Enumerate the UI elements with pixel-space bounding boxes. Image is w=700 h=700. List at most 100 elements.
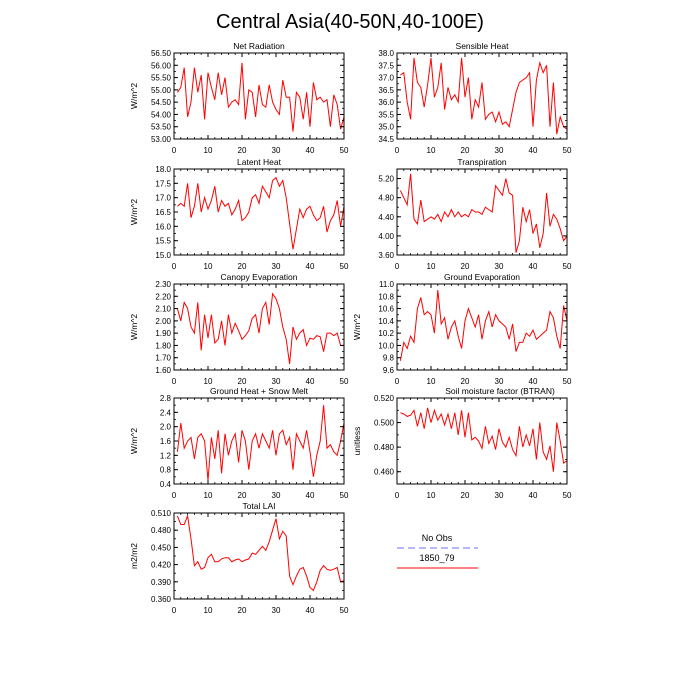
x-tick-label: 40 [306,491,315,500]
panel-title: Ground Evaporation [444,272,520,282]
x-tick-label: 20 [238,262,247,271]
y-tick-label: 0.4 [160,480,172,489]
x-tick-label: 30 [272,146,281,155]
y-tick-label: 17.5 [155,179,171,188]
panel-title: Net Radiation [233,41,285,51]
x-tick-label: 50 [340,377,349,386]
y-tick-label: 55.50 [151,74,172,83]
y-tick-label: 38.0 [378,49,394,58]
plot-frame [396,168,568,256]
x-tick-label: 20 [238,146,247,155]
y-tick-label: 10.4 [378,317,394,326]
panel-1: 0 10 20 30 40 50 34.5 35.0 35.5 36.0 36.5 37.0 37.5 3… [378,41,572,155]
x-tick-label: 50 [563,377,572,386]
y-axis-label: unitless [352,427,362,456]
panel-3: 0 10 20 30 40 50 3.60 4.00 4.40 4.80 5.20 Transpira… [378,157,572,271]
x-tick-label: 50 [340,606,349,615]
x-tick-label: 0 [172,262,177,271]
x-tick-label: 10 [204,146,213,155]
y-tick-label: 2.00 [155,317,171,326]
x-tick-label: 20 [238,377,247,386]
panel-title: Sensible Heat [456,41,510,51]
series-line [176,62,345,132]
panel-6: 0 10 20 30 40 50 0.4 0.8 1.2 1.6 2.0 2.4 2.8 Ground H… [129,386,349,500]
y-tick-label: 1.60 [155,366,171,375]
y-tick-label: 2.20 [155,292,171,301]
y-axis-label: W/m^2 [352,314,362,340]
x-tick-label: 0 [172,377,177,386]
y-tick-label: 10.0 [378,341,394,350]
legend-obs-label: No Obs [422,533,453,543]
series-line [400,57,568,135]
y-axis-label: W/m^2 [129,428,139,454]
x-tick-label: 0 [172,146,177,155]
x-tick-label: 40 [306,606,315,615]
x-tick-label: 40 [529,377,538,386]
y-tick-label: 9.6 [383,366,395,375]
panel-title: Total LAI [242,501,275,511]
panel-0: 0 10 20 30 40 50 53.00 53.50 54.00 54.50 55.00 55.5… [129,41,349,155]
y-tick-label: 54.00 [151,110,172,119]
panel-2: 0 10 20 30 40 50 15.0 15.5 16.0 16.5 17.0 17.5 18.0 L… [129,157,349,271]
y-tick-label: 1.2 [160,451,172,460]
panel-title: Ground Heat + Snow Melt [210,386,309,396]
x-tick-label: 10 [204,606,213,615]
y-tick-label: 17.0 [155,194,171,203]
y-tick-label: 9.8 [383,354,395,363]
y-tick-label: 4.40 [378,213,394,222]
panel-title: Transpiration [457,157,507,167]
y-tick-label: 11.0 [379,280,395,289]
panel-title: Soil moisture factor (BTRAN) [445,386,555,396]
y-tick-label: 0.360 [151,595,172,604]
y-tick-label: 16.5 [155,208,171,217]
x-tick-label: 0 [395,377,400,386]
plot-frame [173,52,345,140]
y-tick-label: 53.50 [151,123,172,132]
y-tick-label: 34.5 [378,135,394,144]
y-tick-label: 1.90 [155,329,171,338]
panel-8: 0 10 20 30 40 50 0.360 0.390 0.420 0.450 0.480 0.51… [129,501,349,615]
series-line [177,176,345,250]
y-tick-label: 4.00 [378,232,394,241]
panel-5: 0 10 20 30 40 50 9.6 9.8 10.0 10.2 10.4 10.6 10.8 11.… [352,272,572,386]
y-tick-label: 55.00 [151,86,172,95]
y-tick-label: 0.8 [160,466,172,475]
y-tick-label: 37.5 [378,61,394,70]
y-tick-label: 1.80 [155,341,171,350]
x-tick-label: 40 [306,377,315,386]
series-line [176,513,345,592]
x-tick-label: 20 [461,262,470,271]
y-tick-label: 16.0 [155,222,171,231]
series-line [176,405,345,481]
x-tick-label: 0 [395,146,400,155]
x-tick-label: 50 [563,262,572,271]
plot-frame [396,283,568,371]
plot-frame [396,397,568,485]
y-tick-label: 1.6 [160,437,172,446]
x-tick-label: 30 [272,606,281,615]
y-tick-label: 35.0 [378,123,394,132]
x-tick-label: 30 [272,377,281,386]
y-tick-label: 0.500 [374,419,395,428]
x-tick-label: 40 [529,146,538,155]
y-tick-label: 2.8 [160,394,172,403]
x-tick-label: 40 [529,491,538,500]
x-tick-label: 50 [563,491,572,500]
x-tick-label: 30 [272,262,281,271]
y-tick-label: 54.50 [151,98,172,107]
y-tick-label: 37.0 [378,74,394,83]
x-tick-label: 10 [427,262,436,271]
y-tick-label: 56.50 [151,49,172,58]
x-tick-label: 50 [340,491,349,500]
x-tick-label: 30 [495,491,504,500]
series-line [400,407,568,472]
y-tick-label: 10.8 [378,292,394,301]
y-tick-label: 36.0 [378,98,394,107]
x-tick-label: 10 [427,146,436,155]
x-tick-label: 20 [461,377,470,386]
panel-title: Canopy Evaporation [220,272,297,282]
y-tick-label: 10.2 [378,329,394,338]
y-tick-label: 36.5 [378,86,394,95]
y-tick-label: 0.460 [374,468,395,477]
legend: No Obs 1850_79 [397,533,478,569]
